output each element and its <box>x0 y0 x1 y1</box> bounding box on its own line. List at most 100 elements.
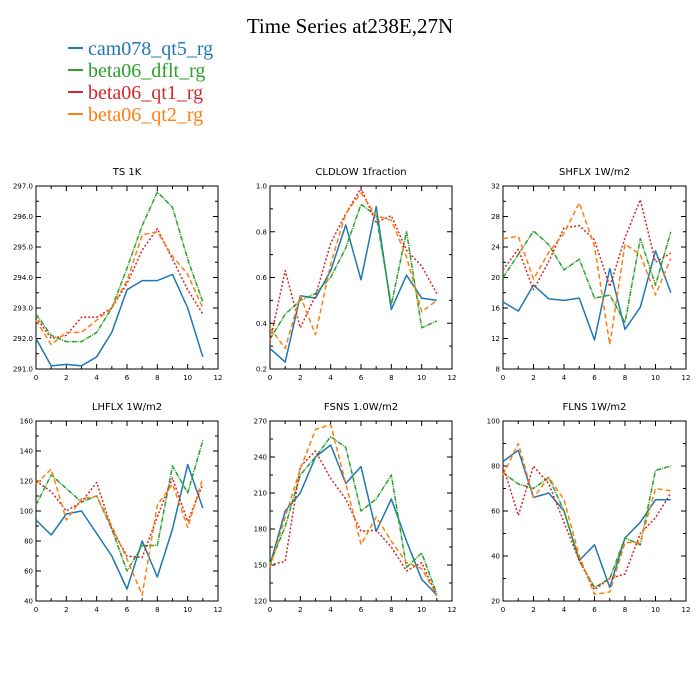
x-tick-label: 4 <box>328 606 333 614</box>
y-tick-label: 240 <box>254 454 267 462</box>
plot-frame <box>502 420 687 602</box>
x-tick-label: 6 <box>359 374 364 382</box>
series-line-beta06_qt1_rg <box>269 187 438 342</box>
y-tick-label: 80 <box>491 463 500 471</box>
y-tick-label: 28 <box>491 213 500 221</box>
legend-swatch <box>68 91 83 94</box>
y-tick-label: 16 <box>491 305 500 313</box>
x-tick-label: 2 <box>298 606 302 614</box>
y-tick-label: 60 <box>491 508 500 516</box>
chart-panel-2: CLDLOW 1fraction 0 2 4 6 8 10 12 0.2 0.4 0.6 0.8 1.0 <box>256 167 457 382</box>
x-tick-label: 2 <box>64 374 68 382</box>
panel-title: LHFLX 1W/m2 <box>92 402 162 413</box>
x-tick-label: 12 <box>682 374 691 382</box>
x-tick-label: 8 <box>155 374 159 382</box>
x-tick-label: 4 <box>562 374 567 382</box>
y-tick-label: 32 <box>491 183 500 191</box>
x-tick-label: 8 <box>389 606 393 614</box>
legend-swatch <box>68 47 83 50</box>
x-tick-label: 0 <box>34 606 38 614</box>
legend-swatch <box>68 69 83 72</box>
x-tick-label: 4 <box>94 606 99 614</box>
series-line-cam078_qt5_rg <box>502 250 672 341</box>
x-tick-label: 10 <box>417 606 426 614</box>
y-tick-label: 297.0 <box>13 183 33 191</box>
y-tick-label: 140 <box>20 448 33 456</box>
x-tick-label: 2 <box>298 374 302 382</box>
series-line-beta06_qt2_rg <box>502 442 671 596</box>
series-line-beta06_qt2_rg <box>269 423 438 596</box>
series-line-beta06_qt2_rg <box>269 192 438 350</box>
y-tick-label: 0.4 <box>256 320 268 328</box>
legend-label: cam078_qt5_rg <box>88 38 214 60</box>
x-tick-label: 8 <box>623 374 627 382</box>
series-line-beta06_qt1_rg <box>269 450 438 597</box>
chart-panel-6: FLNS 1W/m2 0 2 4 6 8 10 12 20 40 60 80 100 <box>487 402 691 614</box>
x-tick-label: 2 <box>531 374 535 382</box>
series-line-beta06_dflt_rg <box>35 191 204 343</box>
plot-frame <box>502 185 687 370</box>
series-line-cam078_qt5_rg <box>269 205 437 363</box>
x-tick-label: 8 <box>623 606 627 614</box>
x-tick-label: 8 <box>389 374 393 382</box>
x-tick-label: 0 <box>268 606 272 614</box>
chart-panel-4: LHFLX 1W/m2 0 2 4 6 8 10 12 40 60 80 100 120 140 160 <box>20 402 223 614</box>
x-tick-label: 12 <box>448 606 457 614</box>
panel-title: FSNS 1.0W/m2 <box>324 402 398 413</box>
x-tick-label: 12 <box>682 606 691 614</box>
y-tick-label: 0.2 <box>256 366 267 374</box>
series-line-beta06_qt1_rg <box>502 198 672 291</box>
y-tick-label: 120 <box>254 598 267 606</box>
series-line-cam078_qt5_rg <box>35 273 204 367</box>
legend-item: beta06_qt2_rg <box>68 104 213 126</box>
y-tick-label: 8 <box>496 366 500 374</box>
x-tick-label: 10 <box>183 606 192 614</box>
legend-item: beta06_dflt_rg <box>68 60 213 82</box>
y-tick-label: 295.0 <box>13 244 33 252</box>
x-tick-label: 0 <box>268 374 272 382</box>
series-line-cam078_qt5_rg <box>35 463 204 590</box>
panel-title: FLNS 1W/m2 <box>562 402 626 413</box>
y-tick-label: 0.8 <box>256 228 267 236</box>
x-tick-label: 2 <box>64 606 68 614</box>
x-tick-label: 10 <box>183 374 192 382</box>
legend-label: beta06_dflt_rg <box>88 60 206 82</box>
y-tick-label: 20 <box>491 274 500 282</box>
series-line-cam078_qt5_rg <box>502 449 671 589</box>
x-tick-label: 4 <box>328 374 333 382</box>
x-tick-label: 0 <box>501 606 505 614</box>
y-tick-label: 270 <box>254 418 267 426</box>
series-line-beta06_qt2_rg <box>35 231 204 346</box>
y-tick-label: 150 <box>254 562 267 570</box>
y-tick-label: 160 <box>20 418 33 426</box>
y-tick-label: 80 <box>24 538 33 546</box>
y-tick-label: 294.0 <box>13 274 33 282</box>
legend: cam078_qt5_rg beta06_dflt_rg beta06_qt1_… <box>68 38 213 126</box>
x-tick-label: 12 <box>214 374 223 382</box>
legend-label: beta06_qt1_rg <box>88 82 204 104</box>
chart-panel-5: FSNS 1.0W/m2 0 2 4 6 8 10 12 120 150 180 210 240 270 <box>254 402 457 614</box>
panel-title: CLDLOW 1fraction <box>315 167 406 178</box>
series-line-beta06_dflt_rg <box>269 435 438 595</box>
y-tick-label: 12 <box>491 335 500 343</box>
x-tick-label: 10 <box>651 606 660 614</box>
x-tick-label: 12 <box>448 374 457 382</box>
series-line-beta06_qt1_rg <box>502 465 672 591</box>
series-line-beta06_qt1_rg <box>35 227 204 340</box>
x-tick-label: 0 <box>34 374 38 382</box>
y-tick-label: 291.0 <box>13 366 33 374</box>
y-tick-label: 1.0 <box>256 183 267 191</box>
x-tick-label: 4 <box>94 374 99 382</box>
y-tick-label: 210 <box>254 490 267 498</box>
panel-title: TS 1K <box>112 167 142 178</box>
plot-frame <box>35 185 219 370</box>
legend-label: beta06_qt2_rg <box>88 104 204 126</box>
y-tick-label: 40 <box>491 553 500 561</box>
x-tick-label: 2 <box>531 606 535 614</box>
x-tick-label: 0 <box>501 374 505 382</box>
x-tick-label: 6 <box>125 606 130 614</box>
y-tick-label: 296.0 <box>13 213 33 221</box>
x-tick-label: 10 <box>651 374 660 382</box>
y-tick-label: 180 <box>254 526 267 534</box>
